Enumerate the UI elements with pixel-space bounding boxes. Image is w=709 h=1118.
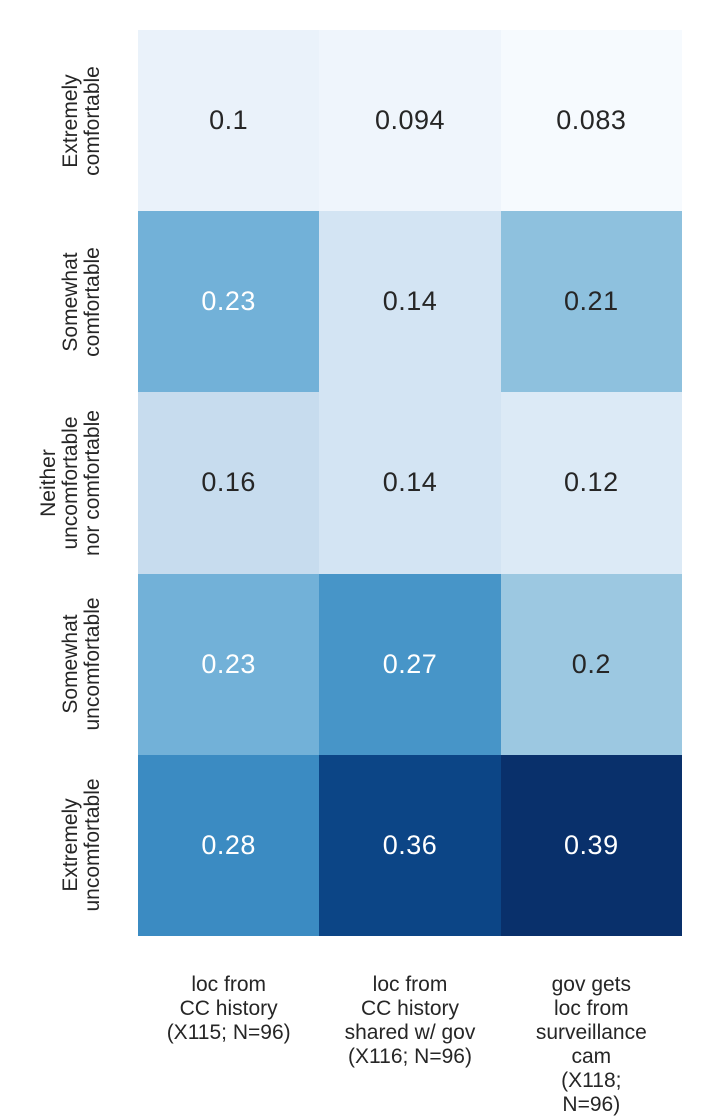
heatmap-cell: 0.14 xyxy=(319,392,501,574)
y-tick-label: Neither uncomfortable nor comfortable xyxy=(37,410,104,556)
heatmap-cell: 0.094 xyxy=(319,30,501,212)
heatmap-cell: 0.23 xyxy=(138,211,320,393)
cell-value-annotation: 0.23 xyxy=(201,286,256,317)
cell-value-annotation: 0.16 xyxy=(201,467,256,498)
x-tick-label: loc from CC history (X115; N=96) xyxy=(166,973,291,1044)
cell-value-annotation: 0.27 xyxy=(382,648,438,679)
heatmap-cell: 0.12 xyxy=(500,392,682,574)
cell-value-annotation: 0.1 xyxy=(209,105,249,136)
cell-value-annotation: 0.23 xyxy=(201,648,256,679)
heatmap-grid: 0.1 0.094 0.083 0.23 0.14 0.21 0.16 0.14 0.12 0.2… xyxy=(138,30,682,936)
cell-value-annotation: 0.094 xyxy=(374,105,446,136)
heatmap-cell: 0.1 xyxy=(138,30,320,212)
cell-value-annotation: 0.083 xyxy=(556,105,627,136)
heatmap-cell: 0.21 xyxy=(500,211,682,393)
cell-value-annotation: 0.14 xyxy=(382,286,438,317)
y-tick-label: Somewhat uncomfortable xyxy=(59,597,104,731)
x-tick-label: loc from CC history shared w/ gov (X116;… xyxy=(344,973,476,1068)
y-tick-label: Extremely comfortable xyxy=(59,65,104,176)
heatmap-cell: 0.28 xyxy=(138,754,320,936)
cell-value-annotation: 0.21 xyxy=(564,286,619,317)
y-tick-label: Extremely uncomfortable xyxy=(59,778,104,912)
y-tick-label: Somewhat comfortable xyxy=(59,246,104,357)
heatmap-cell: 0.083 xyxy=(500,30,682,212)
heatmap-cell: 0.14 xyxy=(319,211,501,393)
cell-value-annotation: 0.39 xyxy=(564,829,619,860)
heatmap-cell: 0.16 xyxy=(138,392,320,574)
cell-value-annotation: 0.2 xyxy=(571,648,611,679)
x-tick-label: gov gets loc from surveillance cam (X118… xyxy=(535,973,647,1116)
cell-value-annotation: 0.14 xyxy=(382,467,438,498)
heatmap-cell: 0.36 xyxy=(319,754,501,936)
cell-value-annotation: 0.36 xyxy=(382,829,438,860)
heatmap-cell: 0.27 xyxy=(319,573,501,755)
heatmap-cell: 0.2 xyxy=(500,573,682,755)
heatmap-cell: 0.23 xyxy=(138,573,320,755)
cell-value-annotation: 0.12 xyxy=(564,467,619,498)
heatmap-cell: 0.39 xyxy=(500,754,682,936)
cell-value-annotation: 0.28 xyxy=(201,829,256,860)
